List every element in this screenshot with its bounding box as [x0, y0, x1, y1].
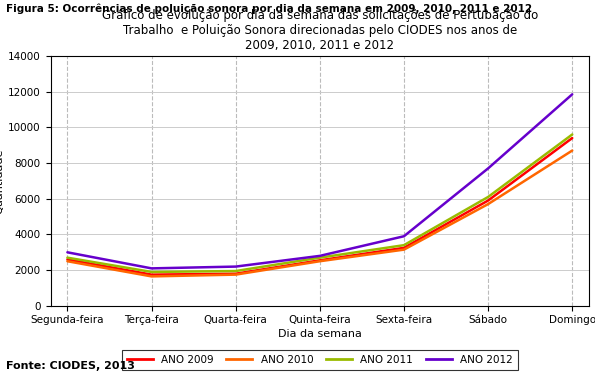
ANO 2010: [232, 272, 239, 277]
Line: ANO 2010: ANO 2010: [67, 151, 572, 276]
ANO 2011: [148, 270, 155, 274]
ANO 2012: [400, 234, 408, 238]
ANO 2009: [484, 198, 491, 203]
ANO 2011: [232, 269, 239, 273]
ANO 2010: [569, 148, 576, 153]
Line: ANO 2009: ANO 2009: [67, 138, 572, 275]
ANO 2010: [400, 247, 408, 252]
ANO 2012: [484, 166, 491, 170]
ANO 2012: [232, 264, 239, 269]
ANO 2012: [317, 254, 324, 258]
Y-axis label: Quantidade: Quantidade: [0, 148, 4, 214]
ANO 2012: [148, 266, 155, 271]
Text: Figura 5: Ocorrências de poluição sonora por dia da semana em 2009, 2010, 2011 e: Figura 5: Ocorrências de poluição sonora…: [6, 4, 532, 14]
ANO 2010: [64, 259, 71, 263]
ANO 2012: [569, 92, 576, 97]
Text: Fonte: CIODES, 2013: Fonte: CIODES, 2013: [6, 361, 135, 371]
X-axis label: Dia da semana: Dia da semana: [278, 329, 362, 339]
ANO 2012: [64, 250, 71, 254]
ANO 2011: [569, 132, 576, 137]
ANO 2009: [400, 245, 408, 250]
ANO 2011: [400, 243, 408, 247]
ANO 2010: [484, 202, 491, 206]
ANO 2011: [317, 256, 324, 260]
ANO 2009: [317, 258, 324, 263]
ANO 2011: [64, 256, 71, 260]
Line: ANO 2011: ANO 2011: [67, 135, 572, 272]
Title: Gráfico de evolução por dia da semana das solicitações de Pertubação do
Trabalho: Gráfico de evolução por dia da semana da…: [102, 9, 538, 52]
ANO 2010: [148, 274, 155, 279]
ANO 2010: [317, 259, 324, 263]
ANO 2009: [64, 257, 71, 262]
Legend: ANO 2009, ANO 2010, ANO 2011, ANO 2012: ANO 2009, ANO 2010, ANO 2011, ANO 2012: [122, 350, 518, 370]
ANO 2009: [232, 272, 239, 276]
Line: ANO 2012: ANO 2012: [67, 94, 572, 269]
ANO 2009: [148, 272, 155, 277]
ANO 2011: [484, 195, 491, 199]
ANO 2009: [569, 136, 576, 140]
